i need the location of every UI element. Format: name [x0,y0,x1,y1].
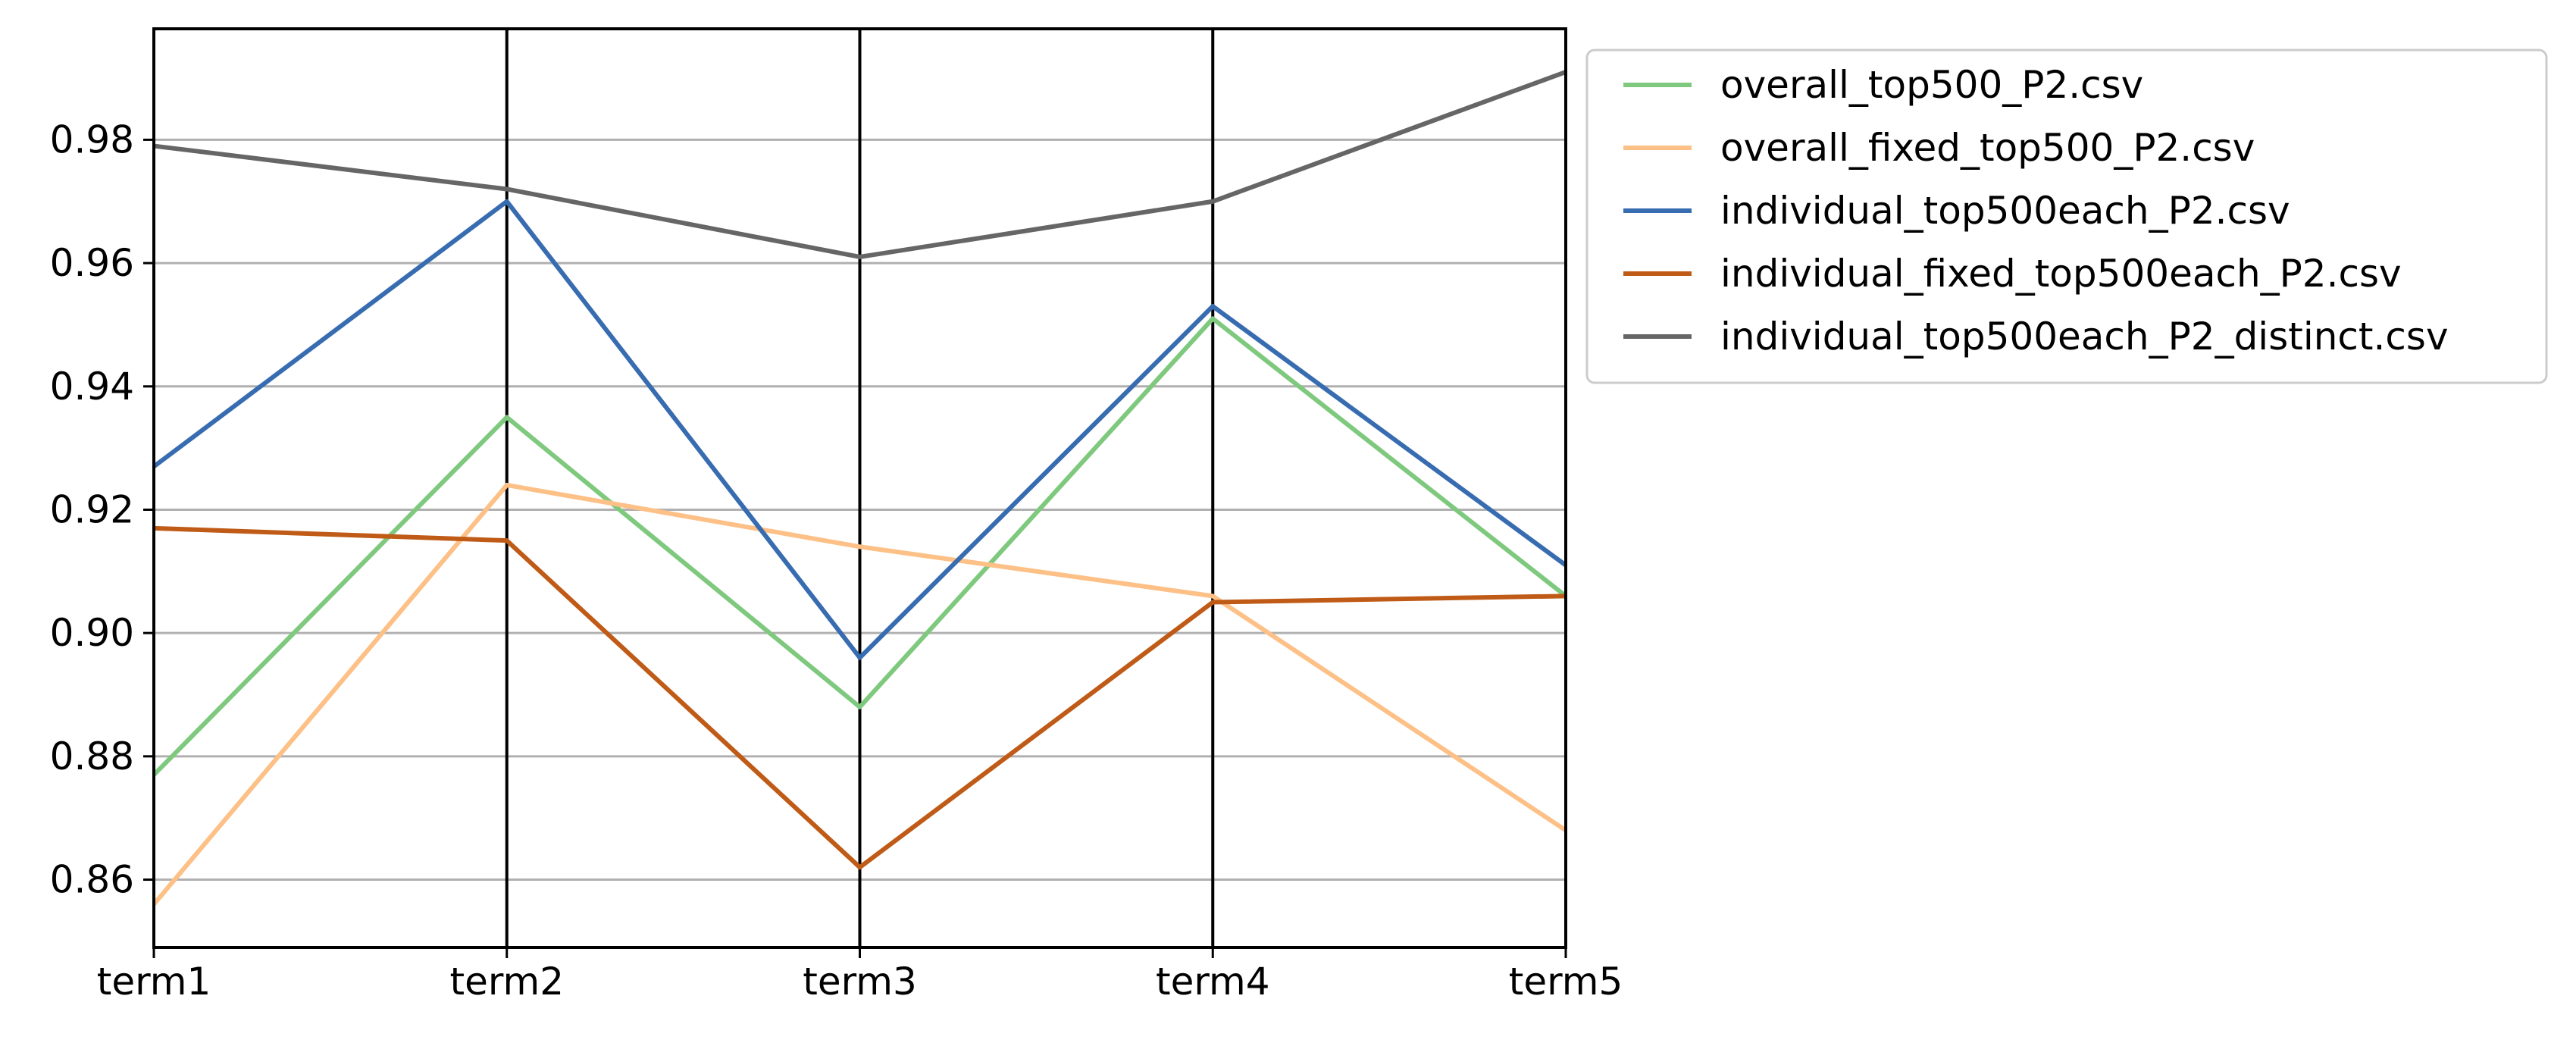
y-axis-ticks: 0.86 0.88 0.90 0.92 0.94 0.96 0.98 [50,117,154,902]
series-line-5 [153,70,1567,259]
x-tick-label: term1 [97,960,211,1004]
legend: overall_top500_P2.csv overall_fixed_top50… [1585,49,2548,384]
y-tick-label: 0.94 [50,365,134,409]
x-axis-ticks: term1 term2 term3 term4 term5 [97,947,1623,1004]
y-tick-label: 0.96 [50,241,134,285]
series-line-3 [152,199,1567,660]
legend-item: individual_fixed_top500each_P2.csv [1623,252,2402,296]
legend-label: overall_top500_P2.csv [1720,63,2143,107]
y-tick-label: 0.90 [50,611,134,655]
legend-label: overall_fixed_top500_P2.csv [1720,126,2255,170]
x-tick-label: term3 [803,960,917,1004]
series-line-4 [153,525,1567,870]
y-tick-label: 0.86 [50,858,134,902]
y-tick-label: 0.88 [50,734,134,778]
x-tick-label: term2 [449,960,564,1004]
x-tick-label: term5 [1509,960,1623,1004]
series-line-2 [152,482,1567,906]
legend-frame [1585,49,2548,384]
legend-item: individual_top500each_P2.csv [1623,189,2290,233]
legend-label: individual_fixed_top500each_P2.csv [1720,252,2402,296]
y-tick-label: 0.98 [50,117,134,161]
x-tick-label: term4 [1156,960,1270,1004]
legend-item: individual_top500each_P2_distinct.csv [1623,315,2449,359]
series-lines [152,70,1567,906]
legend-item: overall_fixed_top500_P2.csv [1623,126,2255,170]
legend-label: individual_top500each_P2_distinct.csv [1720,315,2449,359]
legend-label: individual_top500each_P2.csv [1720,189,2290,233]
legend-item: overall_top500_P2.csv [1623,63,2143,107]
y-tick-label: 0.92 [50,487,134,531]
